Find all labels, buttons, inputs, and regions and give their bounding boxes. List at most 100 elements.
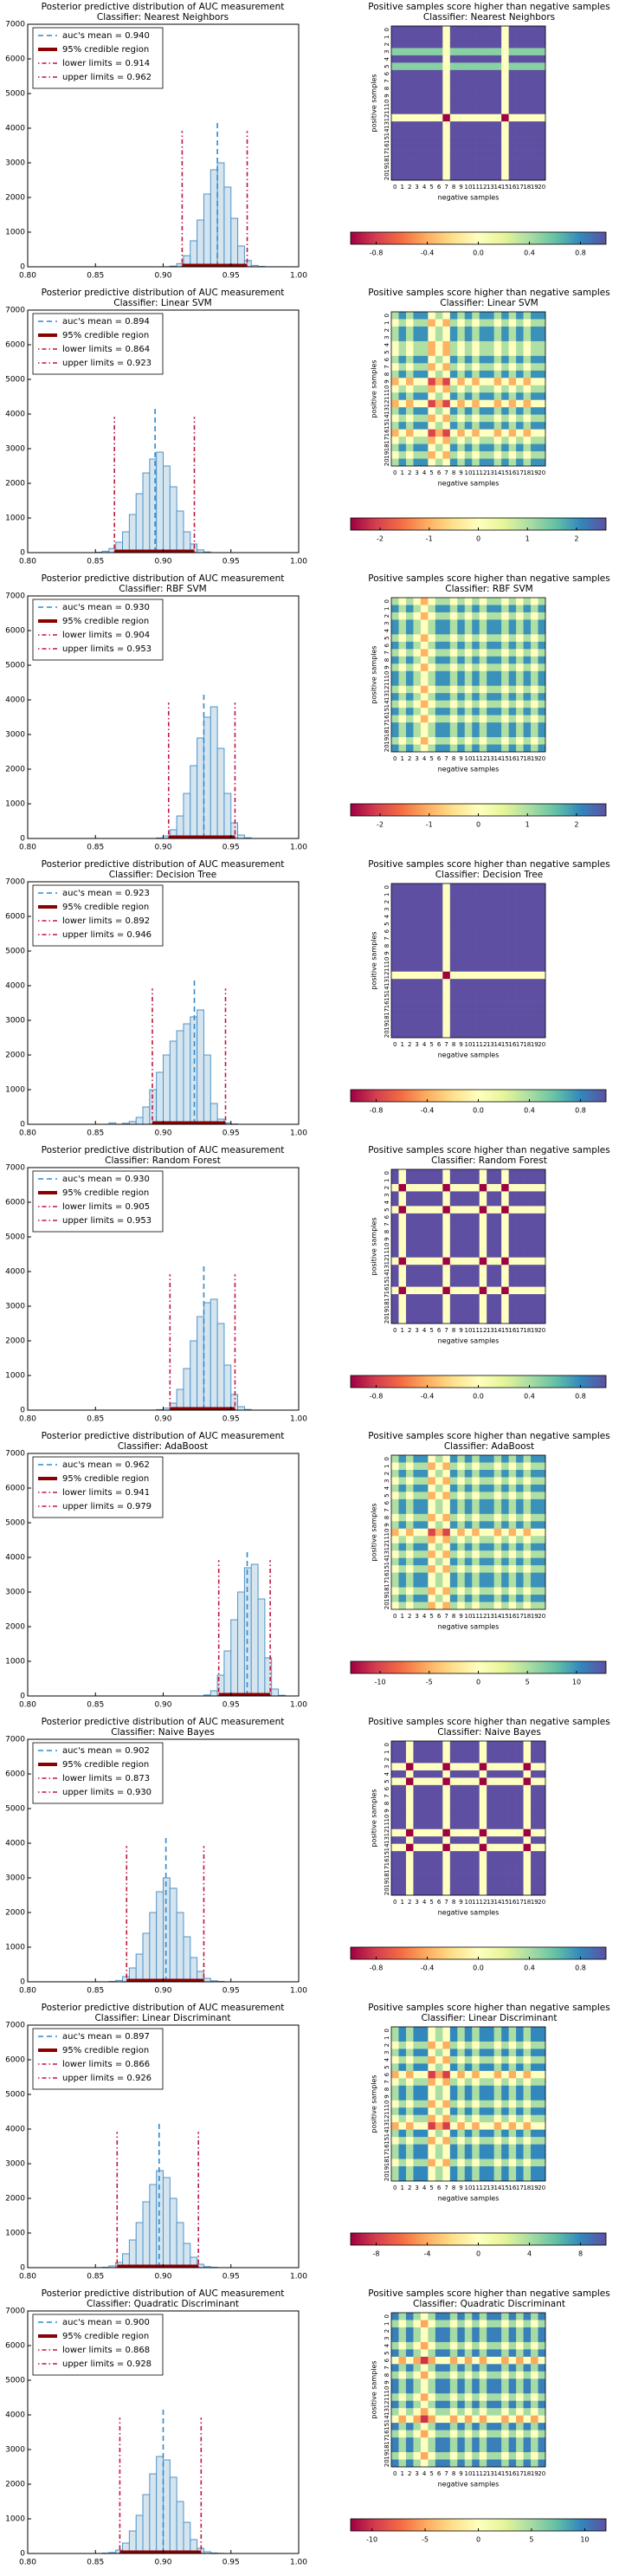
heatmap-cell [398, 77, 407, 86]
heatmap-cell [487, 1550, 494, 1558]
heatmap-cell [531, 1748, 538, 1757]
heatmap-cell [508, 2041, 517, 2049]
heatmap-cell [479, 641, 487, 650]
heatmap-cell [479, 33, 487, 42]
heatmap-cell [449, 656, 458, 664]
heatmap-cell [391, 1565, 399, 1573]
y-tick-label: 18 [384, 1301, 390, 1309]
heatmap-cell [479, 912, 487, 921]
heatmap-cell [487, 2341, 494, 2350]
heatmap-cell [435, 1206, 443, 1214]
heatmap-cell [413, 1477, 422, 1485]
heatmap-cell [472, 700, 480, 709]
heatmap-cell [428, 2385, 436, 2394]
heatmap-cell [435, 48, 443, 56]
heatmap-cell [493, 971, 502, 980]
heatmap-cell [464, 2400, 473, 2409]
heatmap-cell [405, 2093, 414, 2101]
heatmap-cell [493, 656, 502, 664]
heatmap-cell [428, 1521, 436, 1530]
heatmap-cell [493, 2364, 502, 2372]
chart-title: Posterior predictive distribution of AUC… [42, 2, 285, 12]
heatmap-cell [516, 1572, 524, 1581]
heatmap-cell [464, 2055, 473, 2064]
heatmap-cell [442, 1587, 451, 1595]
legend-label: upper limits = 0.953 [62, 1216, 152, 1226]
heatmap-cell [487, 348, 494, 357]
heatmap-cell [472, 2122, 480, 2130]
heatmap-cell [442, 2027, 451, 2035]
heatmap-cell [516, 1462, 524, 1471]
heatmap-cell [508, 333, 517, 342]
heatmap-cell [501, 1755, 509, 1764]
heatmap-cell [413, 2327, 422, 2335]
heatmap-cell [420, 1873, 429, 1881]
heatmap-cell [405, 979, 414, 987]
heatmap-cell [420, 333, 429, 342]
heatmap-cell [405, 634, 414, 643]
heatmap-cell [435, 1176, 443, 1185]
heatmap-cell [501, 890, 509, 899]
heatmap-cell [464, 1235, 473, 1244]
heatmap-cell [523, 729, 532, 738]
heatmap-cell [464, 1492, 473, 1500]
heatmap-cell [442, 40, 451, 49]
heatmap-cell [405, 1557, 414, 1566]
heatmap-cell [457, 737, 466, 745]
heatmap-cell [398, 920, 407, 929]
heatmap-cell [464, 1279, 473, 1287]
heatmap-cell [472, 1492, 480, 1500]
heatmap-cell [538, 1887, 546, 1896]
heatmap-cell [516, 1770, 524, 1778]
heatmap-cell [464, 378, 473, 386]
heatmap-cell [420, 443, 429, 452]
heatmap-cell [413, 670, 422, 679]
x-tick-label: 15 [501, 2184, 509, 2191]
heatmap-cell [420, 641, 429, 650]
heatmap-cell [405, 26, 414, 34]
heatmap-cell [531, 26, 538, 34]
x-tick-label: 0.80 [19, 2273, 36, 2282]
heatmap-cell [457, 40, 466, 49]
heatmap-cell [493, 693, 502, 701]
x-tick-label: 19 [531, 184, 538, 191]
heatmap-cell [391, 1484, 399, 1492]
heatmap-cell [464, 2423, 473, 2430]
heatmap-cell [428, 605, 436, 613]
heatmap-cell [405, 1316, 414, 1324]
heatmap-cell [435, 2400, 443, 2409]
heatmap-cell [487, 92, 494, 100]
heatmap-cell [516, 1477, 524, 1485]
heatmap-cell [405, 62, 414, 71]
heatmap-cell [442, 2049, 451, 2057]
heatmap-cell [523, 1843, 532, 1852]
heatmap-cell [428, 2041, 436, 2049]
heatmap-cell [479, 693, 487, 701]
heatmap-cell [435, 626, 443, 635]
heatmap-cell [457, 1316, 466, 1324]
heatmap-cell [472, 942, 480, 950]
heatmap-cell [501, 1213, 509, 1221]
heatmap-cell [420, 1250, 429, 1259]
heatmap-cell [523, 422, 532, 430]
y-tick-label: 6 [384, 1786, 390, 1790]
heatmap-cell [413, 1536, 422, 1544]
heatmap-cell [457, 1595, 466, 1602]
legend-label: auc's mean = 0.894 [62, 317, 150, 327]
heatmap-cell [523, 40, 532, 49]
heatmap-cell [398, 443, 407, 452]
heatmap-cell [449, 2173, 458, 2182]
heatmap-cell [531, 333, 538, 342]
heatmap-cell [449, 2385, 458, 2394]
heatmap-cell [420, 363, 429, 372]
heatmap-cell [398, 1265, 407, 1272]
heatmap-cell [449, 1536, 458, 1544]
heatmap-cell [428, 670, 436, 679]
heatmap-cell [472, 641, 480, 650]
heatmap-cell [516, 619, 524, 628]
heatmap-cell [405, 2122, 414, 2130]
heatmap-cell [398, 1477, 407, 1485]
heatmap-cell [508, 1030, 517, 1039]
heatmap-cell [420, 979, 429, 987]
y-tick-label: 12 [384, 2114, 390, 2122]
